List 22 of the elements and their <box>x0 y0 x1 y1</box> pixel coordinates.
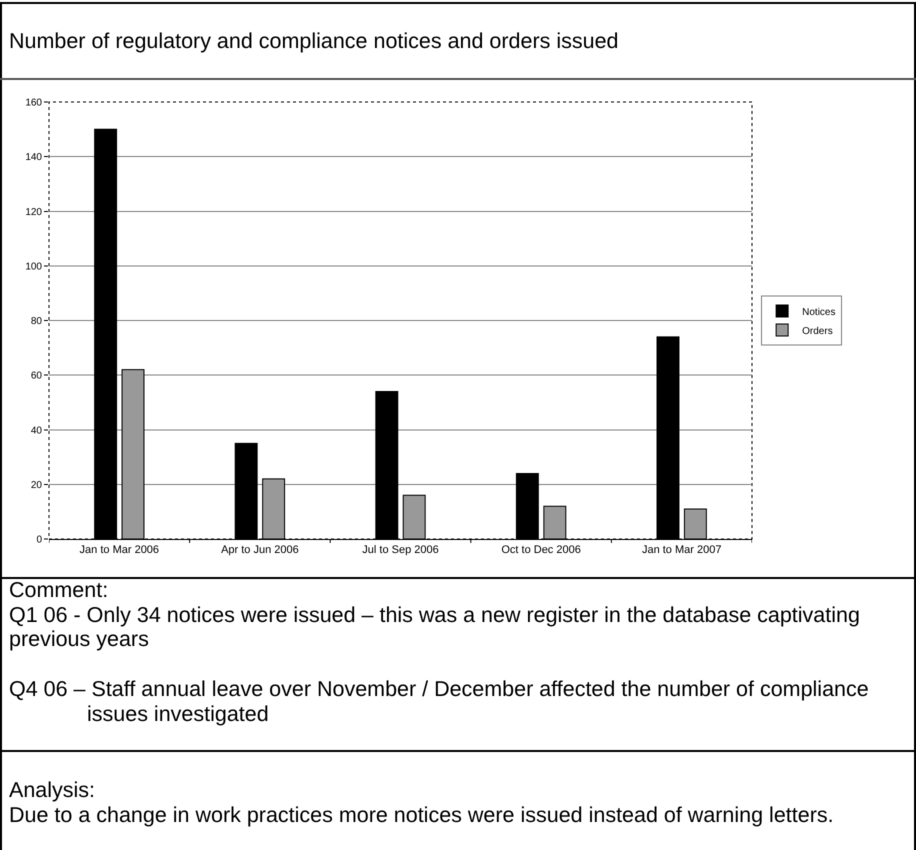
text: Q1 06 - Only 34 notices were issued – this was a new register in the database captivating previous years <box>9 602 861 652</box>
legend-label: Orders <box>802 326 833 337</box>
x-tick-label: Jan to Mar 2007 <box>642 544 722 556</box>
text: Analysis: <box>9 778 96 803</box>
y-tick-label: 160 <box>25 98 42 108</box>
x-tick-label: Jul to Sep 2006 <box>362 544 439 556</box>
text: Due to a change in work practices more notices were issued instead of warning letters. <box>9 802 835 828</box>
x-tick-label: Oct to Dec 2006 <box>501 544 581 556</box>
y-tick-label: 140 <box>25 152 42 164</box>
y-tick-label: 0 <box>36 534 42 546</box>
legend-label: Notices <box>802 306 836 318</box>
text: Comment: <box>9 578 110 603</box>
text: Q4 06 – Staff annual leave over November / December affected the number of compliance issues investigated <box>9 676 870 726</box>
y-tick-label: 80 <box>30 316 42 327</box>
x-tick-label: Apr to Jun 2006 <box>221 544 299 556</box>
y-tick-label: 20 <box>30 480 42 491</box>
y-tick-label: 100 <box>25 261 42 272</box>
chart-title: Number of regulatory and compliance notices and orders issued <box>9 28 618 54</box>
y-tick-label: 120 <box>25 206 42 218</box>
y-tick-label: 60 <box>30 370 42 382</box>
x-tick-label: Jan to Mar 2006 <box>80 544 160 556</box>
y-tick-label: 40 <box>30 425 42 436</box>
